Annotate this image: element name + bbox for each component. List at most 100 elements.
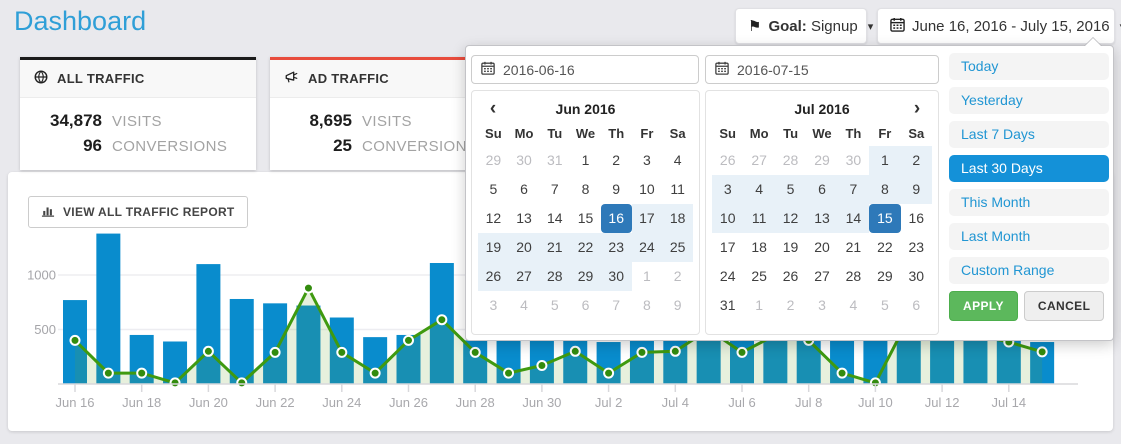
calendar-day[interactable]: 26 [719,152,736,168]
calendar-day[interactable]: 2 [900,146,932,175]
calendar-day[interactable]: 21 [539,233,571,262]
calendar-day[interactable]: 23 [908,239,925,255]
calendar-day[interactable]: 16 [600,204,632,233]
calendar-day[interactable]: 17 [719,239,736,255]
calendar-day[interactable]: 18 [751,239,767,255]
calendar-day[interactable]: 12 [485,210,502,226]
calendar-day[interactable]: 7 [550,181,559,197]
calendar-day[interactable]: 14 [546,210,563,226]
calendar-day[interactable]: 28 [539,262,571,291]
calendar-day[interactable]: 7 [612,297,621,313]
view-all-traffic-report-button[interactable]: VIEW ALL TRAFFIC REPORT [28,196,248,228]
calendar-day[interactable]: 21 [845,239,862,255]
calendar-day[interactable]: 3 [818,297,826,313]
calendar-day[interactable]: 29 [877,268,893,284]
calendar-day[interactable]: 9 [673,297,682,313]
calendar-day[interactable]: 1 [643,268,651,284]
calendar-day[interactable]: 10 [712,204,744,233]
calendar-day[interactable]: 4 [849,297,858,313]
calendar-day[interactable]: 7 [837,175,870,204]
calendar-day[interactable]: 28 [782,152,799,168]
calendar-day[interactable]: 11 [670,181,685,197]
range-option-this-month[interactable]: This Month [949,189,1109,216]
calendar-day[interactable]: 31 [546,152,563,168]
calendar-day[interactable]: 19 [782,239,799,255]
calendar-day[interactable]: 6 [520,181,528,197]
calendar-day[interactable]: 6 [806,175,838,204]
calendar-day[interactable]: 9 [612,181,621,197]
calendar-day[interactable]: 9 [900,175,932,204]
calendar-day[interactable]: 19 [478,233,509,262]
calendar-day[interactable]: 3 [489,297,498,313]
calendar-day[interactable]: 2 [612,152,621,168]
calendar-day[interactable]: 3 [712,175,744,204]
calendar-day[interactable]: 1 [869,146,901,175]
apply-button[interactable]: APPLY [949,291,1018,321]
calendar-day[interactable]: 23 [600,233,632,262]
calendar-day[interactable]: 31 [719,297,736,313]
range-option-custom-range[interactable]: Custom Range [949,257,1109,284]
calendar-day[interactable]: 16 [908,210,925,226]
calendar-day[interactable]: 6 [912,297,921,313]
calendar-day[interactable]: 30 [516,152,532,168]
calendar-day[interactable]: 12 [774,204,807,233]
goal-selector-button[interactable]: ⚑ Goal: Signup ▾ [735,8,873,44]
calendar-day[interactable]: 3 [643,152,651,168]
calendar-day[interactable]: 29 [814,152,830,168]
calendar-prev-icon[interactable]: ‹ [489,98,497,119]
calendar-day[interactable]: 1 [581,152,590,168]
calendar-day[interactable]: 6 [581,297,590,313]
calendar-day[interactable]: 13 [516,210,532,226]
calendar-day[interactable]: 5 [774,175,807,204]
calendar-day[interactable]: 1 [755,297,764,313]
calendar-day[interactable]: 8 [643,297,651,313]
calendar-day[interactable]: 8 [581,181,590,197]
calendar-day[interactable]: 8 [869,175,901,204]
calendar-day[interactable]: 4 [743,175,775,204]
calendar-day[interactable]: 24 [719,268,736,284]
calendar-day[interactable]: 5 [880,297,889,313]
calendar-day[interactable]: 30 [908,268,925,284]
calendar-day[interactable]: 2 [786,297,795,313]
calendar-day[interactable]: 24 [631,233,663,262]
cancel-button[interactable]: CANCEL [1023,291,1105,321]
start-date-input[interactable]: 2016-06-16 [471,55,699,84]
calendar-day[interactable]: 17 [631,204,663,233]
calendar-day[interactable]: 15 [577,210,594,226]
calendar-next-icon[interactable]: › [913,98,921,119]
calendar-day[interactable]: 26 [478,262,509,291]
calendar-day[interactable]: 30 [845,152,862,168]
calendar-day[interactable]: 4 [520,297,528,313]
calendar-day[interactable]: 5 [550,297,559,313]
end-date-input[interactable]: 2016-07-15 [705,55,939,84]
calendar-day[interactable]: 22 [570,233,601,262]
calendar-day[interactable]: 18 [662,204,693,233]
date-range-button[interactable]: June 16, 2016 - July 15, 2016 ▾ [877,8,1121,44]
calendar-day[interactable]: 11 [743,204,775,233]
calendar-day[interactable]: 5 [489,181,498,197]
calendar-day[interactable]: 13 [806,204,838,233]
range-option-last-7-days[interactable]: Last 7 Days [949,121,1109,148]
calendar-day[interactable]: 25 [751,268,767,284]
calendar-day[interactable]: 26 [782,268,799,284]
calendar-day[interactable]: 27 [814,268,830,284]
calendar-day[interactable]: 15 [869,204,901,233]
range-option-yesterday[interactable]: Yesterday [949,87,1109,114]
calendar-day[interactable]: 28 [845,268,862,284]
calendar-day[interactable]: 27 [508,262,540,291]
calendar-day[interactable]: 14 [837,204,870,233]
calendar-day[interactable]: 20 [814,239,830,255]
calendar-day[interactable]: 27 [751,152,767,168]
calendar-day[interactable]: 29 [570,262,601,291]
range-option-last-month[interactable]: Last Month [949,223,1109,250]
calendar-day[interactable]: 25 [662,233,693,262]
range-option-last-30-days[interactable]: Last 30 Days [949,155,1109,182]
calendar-day[interactable]: 10 [639,181,655,197]
calendar-day[interactable]: 29 [485,152,502,168]
calendar-day[interactable]: 30 [600,262,632,291]
calendar-day[interactable]: 22 [877,239,893,255]
calendar-day[interactable]: 4 [673,152,682,168]
range-option-today[interactable]: Today [949,53,1109,80]
calendar-day[interactable]: 2 [673,268,682,284]
calendar-day[interactable]: 20 [508,233,540,262]
